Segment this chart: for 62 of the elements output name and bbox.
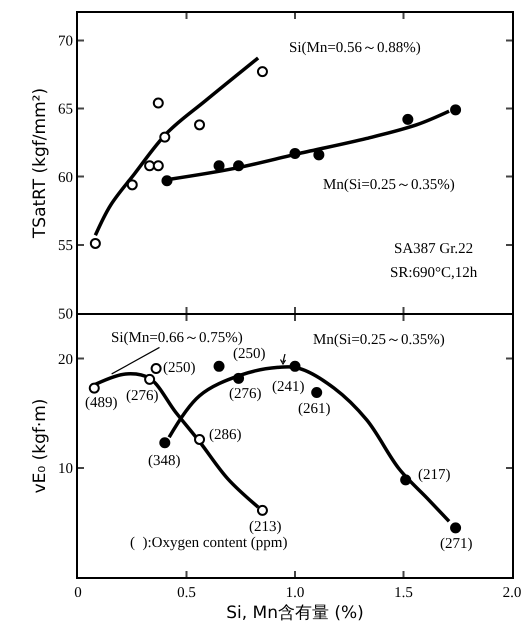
annotation: Si(Mn=0.56～0.88%) bbox=[289, 40, 421, 56]
y-tick-label: 50 bbox=[58, 306, 73, 322]
annotation: (261) bbox=[298, 401, 330, 417]
annotation: (250) bbox=[233, 346, 266, 362]
annotation: (286) bbox=[209, 427, 242, 443]
annotation: Mn(Si=0.25～0.35%) bbox=[323, 177, 455, 193]
y-tick-label: 65 bbox=[58, 102, 73, 118]
annotation: Si(Mn=0.66～0.75%) bbox=[111, 330, 243, 346]
annotation: (241) bbox=[272, 379, 304, 395]
point bbox=[233, 160, 244, 172]
x-tick-label: 2.0 bbox=[502, 585, 522, 601]
annotation: (271) bbox=[440, 536, 472, 552]
annotation: Mn(Si=0.25～0.35%) bbox=[313, 332, 445, 348]
annotation: (217) bbox=[418, 467, 450, 483]
annotation: (276) bbox=[229, 386, 262, 402]
y-tick-label: 60 bbox=[58, 170, 73, 186]
annotation: SA387 Gr.22 bbox=[394, 241, 474, 257]
point bbox=[88, 382, 100, 394]
line-series bbox=[94, 56, 260, 238]
x-tick-label: 0 bbox=[74, 585, 82, 601]
annotation: (250) bbox=[163, 360, 196, 376]
x-tick-label: 0.5 bbox=[177, 585, 196, 601]
point bbox=[313, 149, 324, 160]
point bbox=[194, 119, 206, 130]
point bbox=[194, 434, 206, 445]
y-tick-label: 10 bbox=[58, 461, 73, 478]
point bbox=[90, 238, 101, 249]
y-axis-title: TSatRT (kgf/mm²) bbox=[30, 88, 50, 240]
point bbox=[256, 66, 268, 78]
point bbox=[150, 362, 162, 374]
annotation: (489) bbox=[85, 395, 118, 411]
point bbox=[214, 160, 225, 172]
point bbox=[161, 175, 172, 186]
annotation: (213) bbox=[249, 519, 282, 535]
point bbox=[400, 474, 412, 486]
point bbox=[311, 387, 322, 398]
point bbox=[290, 360, 300, 372]
annotation: (348) bbox=[148, 453, 180, 469]
point bbox=[152, 160, 164, 172]
point bbox=[144, 160, 156, 172]
point bbox=[126, 179, 138, 190]
y-axis-title: vE₀ (kgf·m) bbox=[30, 398, 50, 494]
point bbox=[290, 148, 300, 159]
annotation: SR:690°C,12h bbox=[390, 265, 478, 281]
annotation: ( ):Oxygen content (ppm) bbox=[130, 535, 288, 551]
point bbox=[450, 522, 462, 534]
point bbox=[159, 132, 170, 143]
point bbox=[144, 374, 156, 385]
x-tick-label: 1.5 bbox=[394, 585, 413, 601]
y-tick-label: 70 bbox=[58, 34, 73, 50]
point bbox=[402, 114, 414, 125]
point bbox=[214, 360, 225, 372]
x-axis-title: Si, Mn含有量 (%) bbox=[226, 602, 364, 623]
annotation: (276) bbox=[126, 388, 158, 404]
x-tick-label: 1.0 bbox=[286, 585, 304, 601]
y-tick-label: 20 bbox=[58, 352, 73, 368]
point bbox=[233, 372, 244, 384]
y-tick-label: 55 bbox=[58, 238, 73, 254]
point bbox=[256, 504, 268, 516]
point bbox=[450, 104, 462, 116]
point bbox=[152, 98, 164, 108]
point bbox=[159, 437, 170, 448]
